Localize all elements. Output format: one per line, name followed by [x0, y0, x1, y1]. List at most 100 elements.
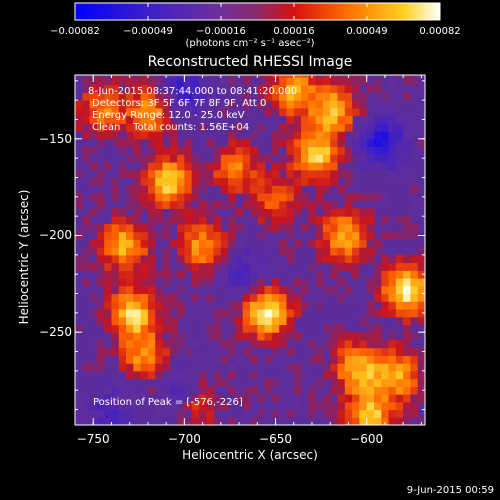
heatmap-cell	[366, 223, 375, 233]
heatmap-cell	[279, 208, 288, 217]
heatmap-cell	[242, 138, 251, 148]
heatmap-cell	[162, 378, 171, 387]
heatmap-cell	[322, 370, 331, 380]
heatmap-cell	[162, 254, 171, 264]
heatmap-cell	[147, 131, 156, 140]
heatmap-cell	[381, 154, 390, 163]
heatmap-cell	[337, 293, 346, 302]
heatmap-cell	[344, 254, 353, 264]
heatmap-cell	[344, 146, 353, 155]
heatmap-cell	[359, 107, 368, 117]
heatmap-cell	[140, 347, 149, 356]
heatmap-cell	[417, 200, 425, 209]
heatmap-cell	[118, 115, 127, 124]
heatmap-cell	[242, 270, 251, 279]
heatmap-cell	[359, 347, 368, 356]
heatmap-cell	[381, 401, 390, 411]
annotation-time: 8-Jun-2015 08:37:44.000 to 08:41:20.000	[88, 86, 298, 97]
heatmap-cell	[403, 123, 411, 132]
heatmap-cell	[374, 270, 382, 279]
heatmap-cell	[308, 115, 317, 124]
heatmap-cell	[162, 115, 171, 124]
heatmap-cell	[162, 363, 171, 372]
heatmap-cell	[352, 84, 360, 93]
heatmap-cell	[395, 309, 404, 318]
heatmap-cell	[395, 293, 404, 302]
heatmap-cell	[126, 100, 134, 109]
heatmap-cell	[96, 316, 105, 325]
heatmap-cell	[337, 146, 346, 155]
heatmap-cell	[126, 169, 134, 179]
heatmap-cell	[286, 100, 295, 109]
heatmap-cell	[344, 332, 353, 341]
heatmap-cell	[206, 223, 215, 233]
heatmap-cell	[140, 84, 149, 93]
heatmap-cell	[235, 239, 244, 248]
heatmap-cell	[344, 200, 353, 209]
heatmap-cell	[286, 138, 295, 148]
heatmap-cell	[286, 223, 295, 233]
heatmap-cell	[366, 247, 375, 256]
heatmap-cell	[111, 339, 120, 349]
heatmap-cell	[206, 262, 215, 271]
heatmap-cell	[162, 123, 171, 132]
heatmap-cell	[250, 270, 258, 279]
heatmap-cell	[162, 270, 171, 279]
heatmap-cell	[147, 200, 156, 209]
heatmap-cell	[118, 138, 127, 148]
heatmap-cell	[271, 131, 280, 140]
heatmap-cell	[75, 107, 83, 117]
heatmap-cell	[293, 309, 302, 318]
heatmap-cell	[403, 223, 411, 233]
heatmap-cell	[184, 100, 193, 109]
heatmap-cell	[322, 154, 331, 163]
heatmap-cell	[315, 146, 324, 155]
heatmap-cell	[337, 216, 346, 225]
heatmap-cell	[293, 115, 302, 124]
heatmap-cell	[315, 131, 324, 140]
heatmap-cell	[366, 254, 375, 264]
heatmap-cell	[322, 239, 331, 248]
heatmap-cell	[293, 177, 302, 186]
heatmap-cell	[308, 146, 317, 155]
heatmap-cell	[337, 370, 346, 380]
heatmap-cell	[118, 324, 127, 333]
heatmap-cell	[242, 309, 251, 318]
heatmap-cell	[140, 270, 149, 279]
heatmap-cell	[242, 262, 251, 271]
heatmap-cell	[184, 401, 193, 411]
heatmap-cell	[118, 208, 127, 217]
heatmap-cell	[366, 146, 375, 155]
heatmap-cell	[104, 84, 113, 93]
heatmap-cell	[104, 285, 113, 295]
heatmap-cell	[199, 76, 207, 86]
heatmap-cell	[118, 92, 127, 101]
heatmap-cell	[191, 278, 200, 287]
annotation-detectors: Detectors: 3F 5F 6F 7F 8F 9F, Att 0	[92, 98, 267, 109]
heatmap-cell	[242, 162, 251, 171]
heatmap-cell	[126, 386, 134, 395]
heatmap-cell	[147, 100, 156, 109]
heatmap-cell	[191, 394, 200, 403]
heatmap-cell	[315, 409, 324, 418]
heatmap-cell	[388, 254, 397, 264]
heatmap-cell	[293, 278, 302, 287]
heatmap-cell	[286, 231, 295, 240]
heatmap-cell	[308, 76, 317, 86]
heatmap-cell	[337, 223, 346, 233]
heatmap-cell	[111, 386, 120, 395]
heatmap-cell	[140, 301, 149, 310]
heatmap-cell	[366, 417, 375, 425]
heatmap-cell	[257, 254, 266, 264]
heatmap-cell	[126, 216, 134, 225]
heatmap-cell	[206, 270, 215, 279]
heatmap-cell	[330, 231, 339, 240]
heatmap-cell	[264, 324, 273, 333]
heatmap-cell	[213, 254, 222, 264]
heatmap-cell	[220, 355, 229, 364]
heatmap-cell	[235, 177, 244, 186]
heatmap-cell	[118, 339, 127, 349]
heatmap-cell	[381, 370, 390, 380]
heatmap-cell	[293, 193, 302, 202]
heatmap-cell	[293, 370, 302, 380]
